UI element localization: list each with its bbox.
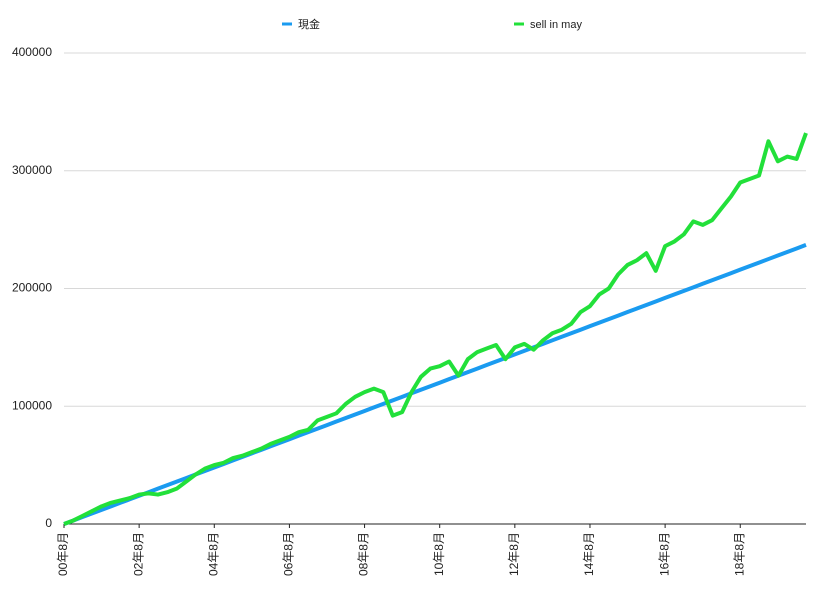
y-tick-label: 200000 [12,281,52,295]
x-tick-label: 12年8月 [507,532,521,576]
line [63,132,808,526]
y-tick-label: 400000 [12,45,52,59]
x-tick-label: 04年8月 [206,532,220,576]
x-tick-label: 06年8月 [282,532,296,576]
x-tick-label: 10年8月 [432,532,446,576]
y-tick-label: 100000 [12,398,52,412]
x-tick-label: 00年8月 [56,532,70,576]
legend-label: 現金 [298,17,320,31]
legend-label: sell in may [530,19,582,31]
y-tick-label: 300000 [12,163,52,177]
x-tick-label: 08年8月 [357,532,371,576]
x-tick-label: 18年8月 [732,532,746,576]
y-tick-label: 0 [45,516,52,530]
x-tick-label: 14年8月 [582,532,596,576]
x-tick-label: 16年8月 [657,532,671,576]
x-tick-label: 02年8月 [131,532,145,576]
line [63,243,807,526]
